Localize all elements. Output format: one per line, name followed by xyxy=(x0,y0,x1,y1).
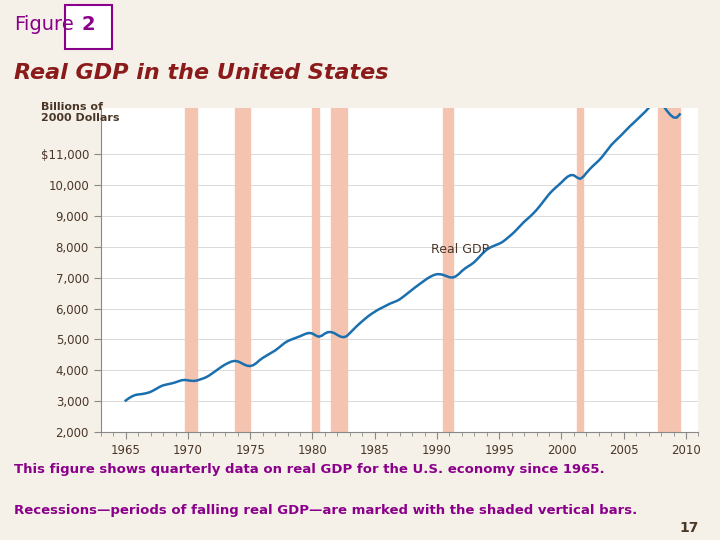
Text: 17: 17 xyxy=(679,521,698,535)
Bar xyxy=(331,108,347,432)
Bar xyxy=(658,108,680,432)
Text: This figure shows quarterly data on real GDP for the U.S. economy since 1965.: This figure shows quarterly data on real… xyxy=(14,463,605,476)
Bar xyxy=(312,108,319,432)
Bar xyxy=(577,108,583,432)
Text: Real GDP in the United States: Real GDP in the United States xyxy=(14,63,389,83)
FancyBboxPatch shape xyxy=(65,5,112,49)
Text: Figure: Figure xyxy=(14,15,74,34)
Bar xyxy=(185,108,197,432)
Text: Real GDP: Real GDP xyxy=(431,243,489,256)
Bar xyxy=(235,108,251,432)
Text: Recessions—periods of falling real GDP—are marked with the shaded vertical bars.: Recessions—periods of falling real GDP—a… xyxy=(14,504,638,517)
Bar xyxy=(444,108,452,432)
Text: 2: 2 xyxy=(82,15,95,34)
Text: Billions of
2000 Dollars: Billions of 2000 Dollars xyxy=(41,102,120,123)
